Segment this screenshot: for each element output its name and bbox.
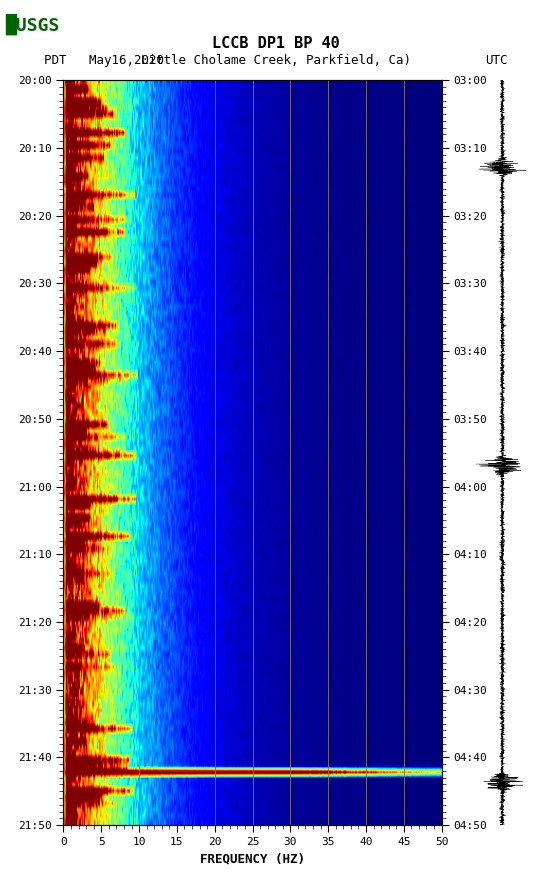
Text: █USGS: █USGS bbox=[6, 13, 60, 35]
Text: UTC: UTC bbox=[485, 54, 508, 67]
X-axis label: FREQUENCY (HZ): FREQUENCY (HZ) bbox=[200, 853, 305, 865]
Text: PDT   May16,2020: PDT May16,2020 bbox=[44, 54, 164, 67]
Text: Little Cholame Creek, Parkfield, Ca): Little Cholame Creek, Parkfield, Ca) bbox=[141, 54, 411, 67]
Text: LCCB DP1 BP 40: LCCB DP1 BP 40 bbox=[212, 36, 340, 51]
